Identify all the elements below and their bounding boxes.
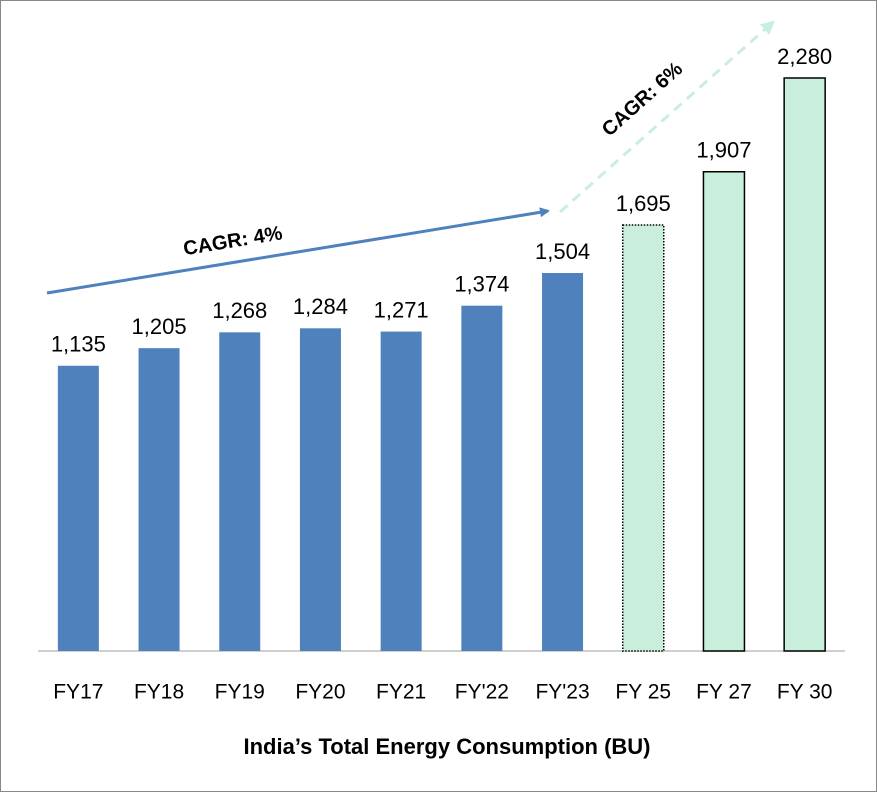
bar <box>57 365 99 651</box>
x-tick-label: FY 30 <box>777 681 833 704</box>
data-label: 1,284 <box>293 294 348 319</box>
data-label: 1,205 <box>132 314 187 339</box>
data-label: 1,271 <box>374 297 429 322</box>
bar <box>138 348 180 651</box>
x-tick-label: FY20 <box>295 681 345 704</box>
bar <box>783 77 826 652</box>
x-tick-label: FY18 <box>134 681 184 704</box>
bar <box>461 305 503 651</box>
trend-arrow <box>559 20 775 214</box>
bar <box>622 224 665 652</box>
data-label: 1,907 <box>696 138 751 163</box>
data-label: 1,504 <box>535 239 590 264</box>
bar <box>702 170 746 652</box>
x-tick-label: FY17 <box>53 681 103 704</box>
x-tick-label: FY21 <box>376 681 426 704</box>
data-label: 2,280 <box>777 44 832 69</box>
bar <box>380 331 422 651</box>
data-label: 1,135 <box>51 332 106 357</box>
data-label: 1,268 <box>212 298 267 323</box>
trend-arrow <box>46 207 550 295</box>
data-label: 1,695 <box>616 191 671 216</box>
data-label: 1,374 <box>454 272 509 297</box>
x-tick-label: FY'23 <box>535 681 589 704</box>
x-tick-label: FY19 <box>215 681 265 704</box>
bar <box>542 273 584 651</box>
bar <box>299 328 341 651</box>
bar <box>219 332 261 651</box>
x-tick-label: FY'22 <box>455 681 509 704</box>
x-tick-label: FY 25 <box>615 681 671 704</box>
chart-title: India’s Total Energy Consumption (BU) <box>244 734 651 759</box>
x-tick-label: FY 27 <box>696 681 752 704</box>
